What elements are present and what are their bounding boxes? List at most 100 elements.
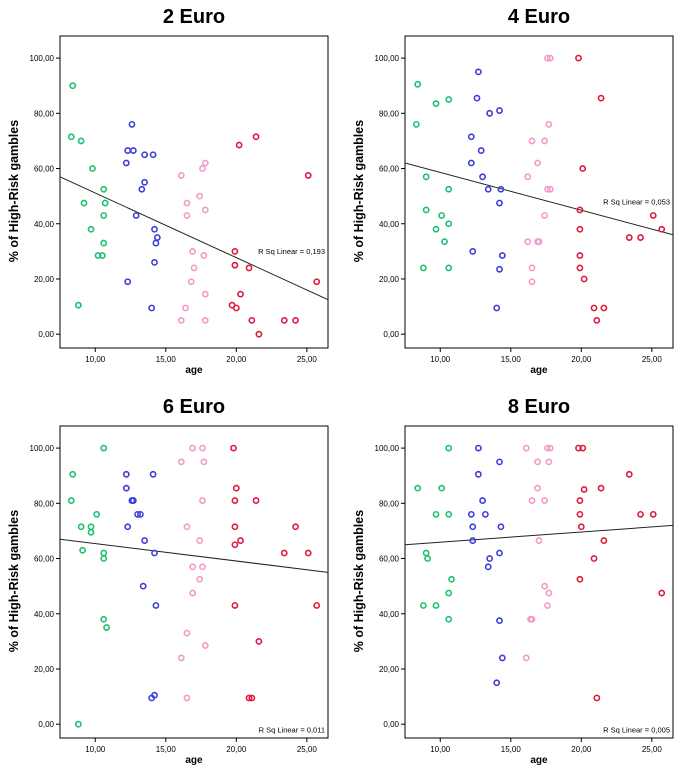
scatter-point (528, 137, 536, 145)
scatter-point (580, 486, 588, 493)
scatter-point (100, 615, 108, 623)
scatter-point (579, 165, 587, 172)
scatter-point (422, 173, 430, 181)
scatter-point (231, 523, 239, 531)
scatter-point (432, 602, 440, 609)
scatter-point (590, 304, 598, 312)
scatter-point (486, 555, 494, 562)
scatter-point (231, 541, 239, 549)
x-tick-label: 20,00 (571, 745, 592, 754)
y-tick-label: 20,00 (379, 275, 400, 284)
scatter-point (445, 96, 453, 103)
x-tick-label: 10,00 (430, 745, 451, 754)
plot-content (60, 444, 328, 728)
scatter-point (245, 694, 253, 702)
scatter-point (183, 629, 191, 637)
scatter-point (187, 278, 195, 286)
plot-svg: 10,00 15,00 20,00 25,00 0,00 20,00 40,00 60,00 8… (375, 425, 674, 754)
scatter-point (486, 109, 494, 117)
plot-content (405, 444, 673, 702)
scatter-point (625, 234, 633, 241)
scatter-point (493, 304, 501, 312)
x-tick-label: 25,00 (642, 745, 663, 754)
scatter-point (89, 165, 96, 172)
scatter-point (597, 94, 605, 102)
scatter-point (496, 549, 503, 557)
scatter-point (100, 185, 108, 193)
scatter-point (232, 484, 240, 492)
scatter-point (67, 497, 75, 504)
scatter-point (200, 252, 208, 259)
y-tick-label: 0,00 (38, 720, 54, 729)
x-tick-label: 25,00 (642, 355, 663, 364)
scatter-point (445, 185, 453, 193)
scatter-point (625, 470, 633, 478)
x-axis-label: age (530, 365, 548, 376)
x-tick-label: 25,00 (297, 355, 318, 364)
scatter-point (182, 304, 189, 312)
scatter-point (496, 458, 503, 466)
scatter-point (474, 444, 482, 452)
scatter-point (414, 80, 422, 88)
plot-frame (404, 425, 674, 739)
x-tick-label: 25,00 (297, 745, 318, 754)
scatter-point (124, 278, 132, 286)
scatter-point (422, 206, 430, 214)
scatter-point (189, 444, 196, 452)
scatter-point (189, 247, 196, 255)
x-tick-label: 15,00 (501, 355, 522, 364)
scatter-point (152, 239, 160, 247)
scatter-point (136, 510, 144, 518)
scatter-point (183, 199, 191, 207)
scatter-point (248, 316, 256, 324)
scatter-point (590, 555, 598, 562)
scatter-point (544, 54, 551, 62)
scatter-point (199, 444, 206, 452)
x-tick-label: 15,00 (156, 745, 177, 754)
scatter-point (541, 137, 549, 145)
scatter-point (149, 151, 157, 159)
scatter-point (528, 615, 536, 623)
scatter-point (177, 458, 185, 466)
scatter-point (445, 615, 453, 623)
scatter-point (100, 555, 108, 562)
scatter-point (576, 206, 584, 214)
scatter-point (74, 301, 82, 309)
scatter-point (496, 617, 503, 625)
scatter-point (541, 212, 549, 219)
scatter-point (637, 510, 644, 518)
scatter-point (600, 537, 608, 544)
scatter-point (124, 523, 132, 531)
x-tick-label: 20,00 (226, 745, 247, 754)
scatter-point (77, 137, 85, 145)
scatter-point (432, 100, 440, 108)
scatter-point (445, 510, 453, 518)
scatter-point (445, 589, 453, 597)
scatter-point (580, 275, 588, 283)
chart-panel: 8 Euro% of High-Risk gambles age 10,00 15,0… (345, 390, 690, 770)
scatter-point (67, 133, 75, 141)
scatter-point (544, 444, 551, 452)
scatter-point (575, 54, 582, 62)
scatter-point (576, 510, 584, 518)
chart-title: 6 Euro (162, 396, 226, 418)
x-tick-label: 10,00 (85, 745, 106, 754)
scatter-point (100, 444, 108, 452)
y-tick-label: 40,00 (379, 610, 400, 619)
scatter-point (100, 239, 108, 247)
scatter-point (528, 278, 536, 286)
scatter-point (541, 582, 549, 590)
scatter-point (528, 497, 536, 504)
scatter-point (280, 549, 288, 557)
y-tick-label: 40,00 (379, 220, 400, 229)
y-tick-label: 40,00 (34, 220, 55, 229)
scatter-point (474, 470, 482, 478)
scatter-point (467, 510, 475, 518)
scatter-point (196, 537, 204, 544)
scatter-point (201, 206, 209, 214)
scatter-point (248, 694, 256, 702)
scatter-point (280, 316, 288, 324)
scatter-point (183, 694, 191, 702)
scatter-point (101, 199, 109, 207)
scatter-point (313, 602, 321, 609)
